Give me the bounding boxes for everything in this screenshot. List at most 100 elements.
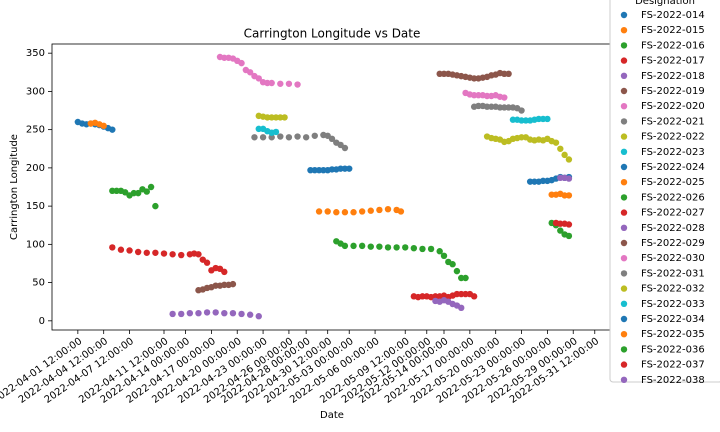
point [436, 248, 443, 255]
point [238, 310, 245, 318]
legend-label: FS-2022-022 [641, 132, 705, 143]
point [427, 245, 435, 253]
point [246, 311, 254, 318]
point [350, 209, 357, 216]
point [229, 280, 237, 288]
point [229, 309, 237, 317]
point [367, 243, 374, 250]
point [367, 207, 374, 214]
point [255, 313, 262, 320]
point [462, 274, 469, 282]
point [384, 244, 392, 251]
legend-label: FS-2022-020 [641, 101, 705, 112]
legend-marker [620, 148, 628, 155]
legend-marker [620, 239, 628, 247]
y-tick-label: 150 [26, 201, 45, 212]
point [358, 242, 366, 250]
y-tick-label: 100 [26, 239, 45, 250]
point [328, 135, 336, 143]
legend-label: FS-2022-032 [641, 284, 705, 295]
legend-label: FS-2022-024 [641, 162, 705, 173]
legend-label: FS-2022-031 [641, 268, 705, 279]
point [341, 242, 349, 250]
legend-marker [620, 194, 628, 201]
legend-label: FS-2022-017 [641, 56, 705, 67]
legend-label: FS-2022-014 [641, 10, 705, 21]
point [565, 232, 573, 240]
legend-label: FS-2022-036 [641, 344, 705, 355]
point [134, 248, 142, 256]
point [259, 134, 267, 141]
legend-marker [620, 315, 628, 323]
legend-marker [620, 300, 628, 307]
point [358, 208, 366, 215]
legend-marker [620, 361, 628, 368]
point [565, 156, 573, 163]
legend-label: FS-2022-025 [641, 177, 705, 188]
point [152, 249, 159, 256]
y-tick-label: 200 [26, 163, 45, 174]
point [350, 242, 357, 250]
y-tick-label: 0 [39, 316, 45, 327]
point [565, 175, 573, 182]
legend-marker [620, 11, 628, 19]
legend-marker [620, 224, 628, 231]
legend-label: FS-2022-029 [641, 238, 705, 249]
x-axis-label: Date [320, 410, 344, 421]
legend-label: FS-2022-018 [641, 71, 705, 82]
point [470, 293, 478, 300]
point [324, 208, 331, 215]
point [565, 192, 573, 199]
point [195, 251, 202, 258]
legend-marker [620, 133, 628, 140]
point [419, 245, 426, 253]
point [402, 244, 409, 251]
point [134, 189, 142, 197]
legend-marker [620, 163, 628, 171]
point [552, 139, 560, 146]
point [147, 183, 155, 191]
legend-marker [620, 285, 628, 292]
point [203, 309, 211, 316]
y-tick-label: 250 [26, 125, 45, 136]
y-tick-label: 350 [26, 48, 45, 59]
point [160, 250, 168, 257]
point [557, 227, 564, 234]
point [178, 251, 185, 259]
legend-marker [620, 57, 628, 64]
point [251, 134, 258, 141]
point [561, 151, 568, 159]
legend-label: FS-2022-033 [641, 299, 705, 310]
point [169, 310, 176, 318]
point [281, 114, 288, 121]
legend-box [609, 0, 720, 383]
point [109, 244, 116, 251]
point [246, 69, 254, 76]
chart-title: Carrington Longitude vs Date [244, 27, 421, 41]
point [277, 133, 284, 140]
legend-label: FS-2022-016 [641, 40, 705, 51]
legend-label: FS-2022-021 [641, 116, 705, 127]
point [238, 59, 245, 67]
point [384, 205, 392, 213]
point [100, 122, 107, 130]
y-axis-label: Carrington Longitude [9, 134, 20, 240]
point [212, 309, 219, 316]
point [268, 79, 275, 87]
legend-marker [620, 179, 628, 186]
legend-label: FS-2022-028 [641, 223, 705, 234]
point [557, 145, 564, 152]
legend-label: FS-2022-023 [641, 147, 705, 158]
legend-marker [620, 27, 628, 34]
point [126, 247, 133, 254]
legend-label: FS-2022-030 [641, 253, 705, 264]
point [453, 267, 461, 275]
legend-label: FS-2022-026 [641, 192, 705, 203]
point [341, 209, 349, 216]
point [195, 309, 202, 317]
legend-marker [620, 255, 628, 262]
point [410, 244, 418, 252]
point [393, 244, 400, 251]
point [501, 94, 508, 101]
